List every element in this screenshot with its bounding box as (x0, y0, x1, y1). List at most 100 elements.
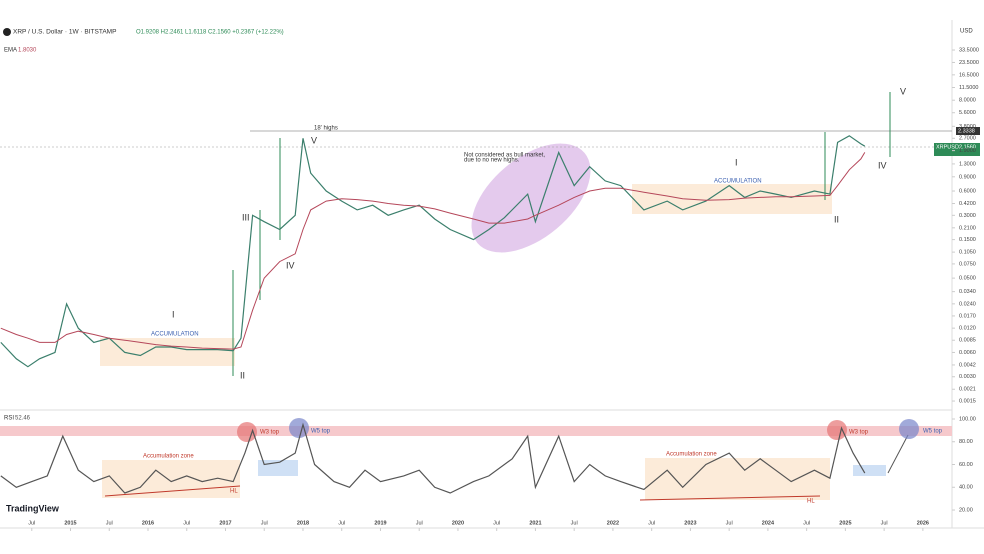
y-tick-label: 0.0240 (959, 301, 976, 307)
rsi-trendline (104, 485, 241, 497)
ohlc: O1.9208 H2.2461 L1.6118 C2.1560 +0.2367 … (136, 30, 284, 36)
series-line (0, 152, 866, 350)
x-tick-label: Jul (261, 520, 268, 526)
y-tick-label: 0.1050 (959, 250, 976, 256)
annotation: IV (878, 160, 887, 170)
rsi-top-band (0, 426, 952, 436)
rsi-box (853, 465, 886, 476)
x-tick-label: Jul (571, 520, 578, 526)
x-tick-label: Jul (183, 520, 190, 526)
annotation: W3 top (849, 430, 869, 436)
x-tick-label: Jul (28, 520, 35, 526)
annotation: V (311, 135, 317, 145)
rsi-arrow (887, 434, 909, 474)
y-tick-label: 0.0340 (959, 289, 976, 295)
tag-price: 2.3338 (958, 128, 975, 134)
annotation: ACCUMULATION (714, 179, 762, 185)
annotation: V (900, 86, 906, 96)
y-tick-label: 0.0060 (959, 350, 976, 356)
x-tick-label: 2017 (219, 520, 231, 526)
logo[interactable]: TradingView (6, 503, 60, 513)
rsi-accumulation-zone (102, 460, 240, 498)
y-tick-label: 0.0042 (959, 362, 976, 368)
rsi-accumulation-zone (645, 458, 830, 500)
x-tick-label: 2023 (684, 520, 696, 526)
y-tick-label: 0.4200 (959, 201, 976, 207)
y-tick-label: 33.5000 (959, 47, 979, 53)
last-price-tag (934, 143, 980, 156)
annotation: I (172, 309, 175, 319)
rsi-trendline (639, 495, 821, 501)
annotation: I (735, 157, 738, 167)
price-tag (956, 127, 980, 135)
x-tick-label: 2021 (529, 520, 541, 526)
annotation: II (240, 370, 245, 380)
x-tick-label: 2020 (452, 520, 464, 526)
series-line (0, 135, 866, 368)
y-tick-label: 20.00 (959, 507, 973, 513)
annotation: ACCUMULATION (151, 332, 199, 338)
y-tick-label: 0.0021 (959, 387, 976, 393)
y-tick-label: 40.00 (959, 485, 973, 491)
y-tick-label: 2.7000 (959, 136, 976, 142)
y-tick-label: 0.0500 (959, 276, 976, 282)
annotation: 18' highs (314, 126, 338, 132)
y-tick-label: 0.0170 (959, 313, 976, 319)
annotation: HL (807, 499, 815, 505)
accumulation-zone (100, 338, 235, 366)
y-tick-label: 0.1500 (959, 237, 976, 243)
x-tick-label: Jul (493, 520, 500, 526)
y-tick-label: 0.0120 (959, 326, 976, 332)
ema-legend: EMA (4, 48, 17, 54)
ema-value: 1.8030 (18, 48, 37, 54)
last-price: 2.1560 (959, 144, 976, 150)
annotation: HL (230, 489, 238, 495)
annotation: W5 top (311, 429, 331, 435)
y-tick-label: 0.3000 (959, 213, 976, 219)
w5-marker (289, 418, 309, 438)
annotation: II (834, 214, 839, 224)
symbol-title: XRP / U.S. Dollar · 1W · BITSTAMP (13, 29, 116, 36)
y-tick-label: 0.6000 (959, 188, 976, 194)
w5-marker (899, 419, 919, 439)
x-tick-label: 2024 (762, 520, 775, 526)
x-tick-label: 2026 (917, 520, 929, 526)
annotation: Accumulation zone (666, 452, 717, 458)
x-tick-label: 2022 (607, 520, 619, 526)
y-tick-label: 0.0015 (959, 398, 976, 404)
y-tick-label: 0.0030 (959, 374, 976, 380)
x-tick-label: Jul (416, 520, 423, 526)
symbol-logo (3, 28, 11, 36)
x-tick-label: Jul (648, 520, 655, 526)
y-tick-label: 8.0000 (959, 98, 976, 104)
x-tick-label: 2019 (374, 520, 386, 526)
annotation: III (242, 212, 250, 222)
annotation: W5 top (923, 429, 943, 435)
x-tick-label: Jul (726, 520, 733, 526)
y-tick-label: 0.0085 (959, 338, 976, 344)
y-tick-label: 5.6000 (959, 110, 976, 116)
w3-marker (237, 422, 257, 442)
y-tick-label: 0.2100 (959, 225, 976, 231)
annotation: Accumulation zone (143, 454, 194, 460)
y-tick-label: 1.9000 (959, 148, 976, 154)
measure-arrows (232, 92, 891, 376)
x-tick-label: Jul (106, 520, 113, 526)
y-tick-label: 3.8000 (959, 124, 976, 130)
annotation: Not considered as bull market, (464, 153, 545, 159)
highlight-ellipse (471, 143, 591, 253)
y-tick-label: 80.00 (959, 439, 973, 445)
x-tick-label: 2018 (297, 520, 309, 526)
annotation: IV (286, 260, 295, 270)
y-tick-label: 0.9000 (959, 174, 976, 180)
annotation: due to no new highs. (464, 158, 520, 164)
x-tick-label: Jul (881, 520, 888, 526)
currency[interactable]: USD (960, 29, 973, 35)
x-tick-label: 2025 (839, 520, 851, 526)
annotation: W3 top (260, 430, 280, 436)
w3-marker (827, 420, 847, 440)
series-line (0, 422, 866, 494)
y-tick-label: 60.00 (959, 462, 973, 468)
x-tick-label: 2016 (142, 520, 154, 526)
